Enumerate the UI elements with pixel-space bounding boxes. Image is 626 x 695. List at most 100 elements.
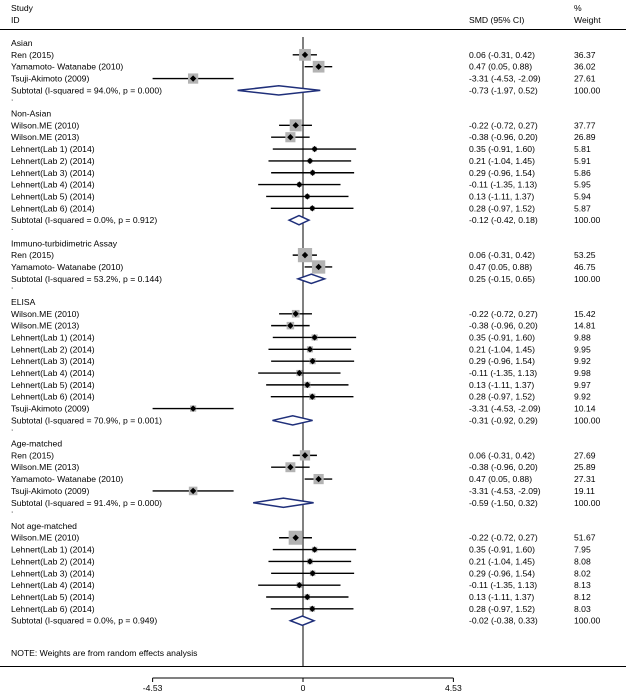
group-separator-dot: . <box>11 92 13 102</box>
weight-value: 10.14 <box>574 404 596 414</box>
study-label: Tsuji-Akimoto (2009) <box>11 74 89 84</box>
group-separator-dot: . <box>11 222 13 232</box>
subtotal-label: Subtotal (I-squared = 91.4%, p = 0.000) <box>11 498 162 508</box>
header-smd: SMD (95% CI) <box>469 15 525 25</box>
ci-value: 0.13 (-1.11, 1.37) <box>469 592 534 602</box>
weight-value: 27.69 <box>574 450 596 460</box>
ci-value: 0.28 (-0.97, 1.52) <box>469 604 535 614</box>
ci-value: -0.22 (-0.72, 0.27) <box>469 120 538 130</box>
note-text: NOTE: Weights are from random effects an… <box>11 648 197 658</box>
study-label: Wilson.ME (2013) <box>11 462 79 472</box>
study-label: Yamamoto- Watanabe (2010) <box>11 262 123 272</box>
ci-value: 0.06 (-0.31, 0.42) <box>469 450 535 460</box>
subtotal-label: Subtotal (I-squared = 53.2%, p = 0.144) <box>11 274 162 284</box>
ci-value: -3.31 (-4.53, -2.09) <box>469 486 541 496</box>
subtotal-diamond <box>295 273 327 285</box>
x-tick-label: 4.53 <box>445 683 462 693</box>
point-estimate <box>292 310 299 317</box>
line-layer <box>0 29 626 682</box>
point-estimate <box>296 581 303 589</box>
ci-value: 0.35 (-0.91, 1.60) <box>469 545 535 555</box>
point-estimate <box>304 593 311 601</box>
point-estimate <box>287 464 294 471</box>
study-label: Lehnert(Lab 4) (2014) <box>11 180 95 190</box>
study-label: Lehnert(Lab 3) (2014) <box>11 168 95 178</box>
point-estimate <box>296 181 303 188</box>
weight-value: 8.08 <box>574 556 591 566</box>
point-estimate <box>304 193 311 200</box>
study-label: Lehnert(Lab 1) (2014) <box>11 144 95 154</box>
ci-value: 0.29 (-0.96, 1.54) <box>469 356 535 366</box>
study-label: Lehnert(Lab 3) (2014) <box>11 568 95 578</box>
weight-value: 7.95 <box>574 545 591 555</box>
ci-value: 0.47 (0.05, 0.88) <box>469 474 532 484</box>
point-estimate <box>311 145 318 153</box>
ci-value: -0.38 (-0.96, 0.20) <box>469 462 538 472</box>
weight-value: 5.91 <box>574 156 591 166</box>
subtotal-ci: -0.02 (-0.38, 0.33) <box>469 616 538 626</box>
subtotal-weight: 100.00 <box>574 415 601 425</box>
subtotal-label: Subtotal (I-squared = 0.0%, p = 0.949) <box>11 616 157 626</box>
point-estimate <box>309 393 316 400</box>
point-estimate <box>287 134 294 141</box>
weight-value: 5.87 <box>574 203 591 213</box>
point-estimate <box>189 75 197 82</box>
point-estimate <box>189 487 197 495</box>
subtotal-ci: -0.12 (-0.42, 0.18) <box>469 215 538 225</box>
ci-value: -0.11 (-1.35, 1.13) <box>469 368 537 378</box>
point-estimate <box>315 263 322 271</box>
study-label: Lehnert(Lab 3) (2014) <box>11 356 95 366</box>
study-label: Lehnert(Lab 2) (2014) <box>11 556 95 566</box>
point-estimate <box>309 169 316 176</box>
study-label: Wilson.ME (2010) <box>11 120 79 130</box>
subtotal-weight: 100.00 <box>574 85 601 95</box>
point-estimate <box>311 334 318 341</box>
group-label: ELISA <box>11 297 36 307</box>
ci-value: -0.11 (-1.35, 1.13) <box>469 180 537 190</box>
subtotal-label: Subtotal (I-squared = 94.0%, p = 0.000) <box>11 85 162 95</box>
study-label: Lehnert(Lab 4) (2014) <box>11 580 95 590</box>
point-estimate <box>306 558 314 565</box>
study-label: Wilson.ME (2013) <box>11 321 79 331</box>
study-label: Lehnert(Lab 6) (2014) <box>11 392 95 402</box>
weight-value: 8.12 <box>574 592 591 602</box>
ci-value: -3.31 (-4.53, -2.09) <box>469 404 541 414</box>
study-label: Tsuji-Akimoto (2009) <box>11 404 89 414</box>
study-label: Lehnert(Lab 5) (2014) <box>11 380 95 390</box>
ci-value: -0.38 (-0.96, 0.20) <box>469 321 538 331</box>
weight-value: 5.94 <box>574 191 591 201</box>
subtotal-diamond <box>272 415 313 426</box>
subtotal-ci: -0.31 (-0.92, 0.29) <box>469 415 538 425</box>
weight-value: 8.13 <box>574 580 591 590</box>
ci-value: 0.29 (-0.96, 1.54) <box>469 168 535 178</box>
weight-value: 8.03 <box>574 604 591 614</box>
group-label: Asian <box>11 38 33 48</box>
weight-value: 5.86 <box>574 168 591 178</box>
group-label: Non-Asian <box>11 109 51 119</box>
weight-value: 19.11 <box>574 486 595 496</box>
group-label: Age-matched <box>11 439 62 449</box>
study-label: Lehnert(Lab 1) (2014) <box>11 332 95 342</box>
header-study: Study <box>11 3 34 13</box>
weight-value: 9.92 <box>574 392 591 402</box>
ci-value: 0.35 (-0.91, 1.60) <box>469 144 535 154</box>
weight-value: 15.42 <box>574 309 596 319</box>
study-label: Wilson.ME (2010) <box>11 309 79 319</box>
x-tick-label: 0 <box>301 683 306 693</box>
weight-value: 25.89 <box>574 462 596 472</box>
ci-value: 0.13 (-1.11, 1.37) <box>469 191 534 201</box>
weight-value: 53.25 <box>574 250 596 260</box>
subtotal-weight: 100.00 <box>574 215 601 225</box>
weight-value: 14.81 <box>574 321 596 331</box>
group-label: Immuno-turbidimetric Assay <box>11 238 118 248</box>
ci-value: 0.47 (0.05, 0.88) <box>469 262 532 272</box>
weight-value: 51.67 <box>574 533 596 543</box>
point-estimate <box>292 122 299 129</box>
study-label: Lehnert(Lab 2) (2014) <box>11 344 95 354</box>
group-separator-dot: . <box>11 281 13 291</box>
weight-value: 37.77 <box>574 120 596 130</box>
weight-value: 36.37 <box>574 50 596 60</box>
subtotal-ci: -0.73 (-1.97, 0.52) <box>469 85 538 95</box>
weight-value: 26.89 <box>574 132 596 142</box>
point-estimate <box>309 570 316 577</box>
